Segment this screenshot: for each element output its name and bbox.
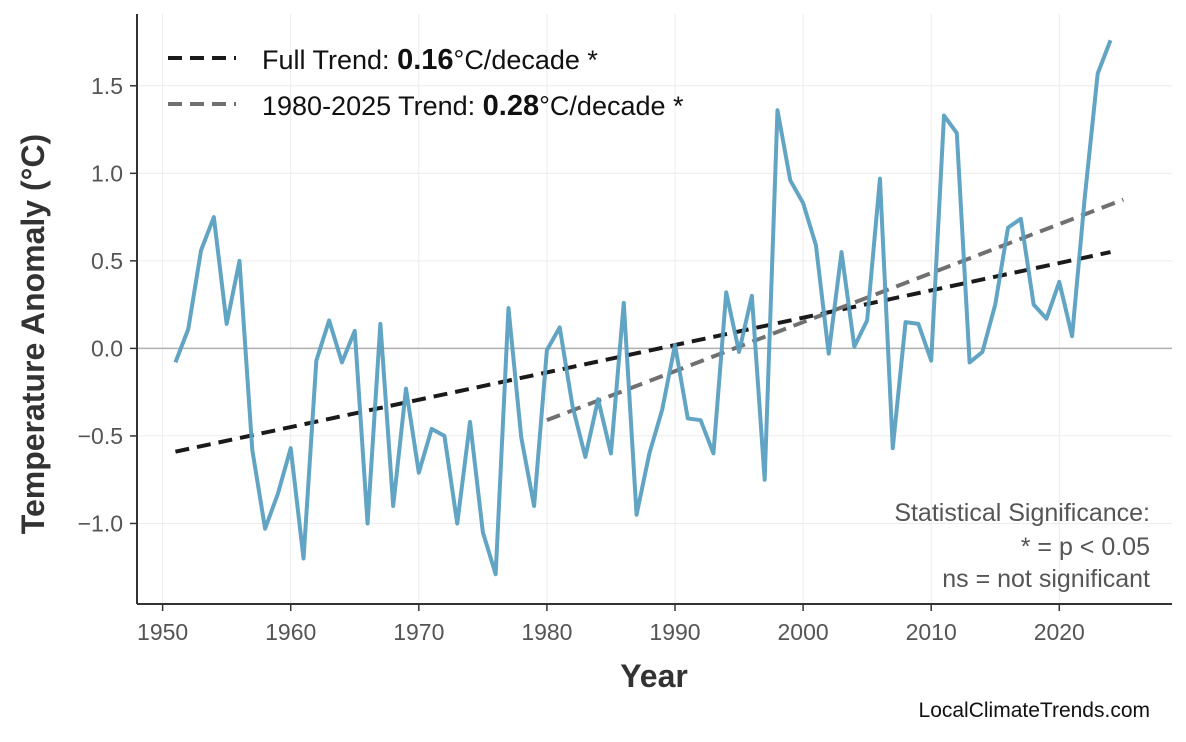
y-tick-label: −0.5 (78, 423, 123, 449)
x-tick-label: 2000 (778, 619, 829, 645)
x-tick-label: 1960 (265, 619, 316, 645)
significance-ns: ns = not significant (942, 565, 1150, 593)
legend-label: 1980-2025 Trend: 0.28°C/decade * (262, 90, 684, 122)
significance-title: Statistical Significance: (894, 499, 1150, 527)
x-tick-label: 1950 (137, 619, 188, 645)
y-tick-label: −1.0 (78, 510, 123, 536)
legend-label: Full Trend: 0.16°C/decade * (262, 44, 598, 76)
y-axis-label: Temperature Anomaly (°C) (15, 134, 51, 534)
ticks: 1950 1960 1970 1980 1990 2000 2010 2020 −1.0 −0.5… (78, 73, 1085, 645)
y-tick-label: 1.5 (91, 73, 123, 99)
x-tick-label: 1990 (649, 619, 700, 645)
watermark: LocalClimateTrends.com (919, 699, 1150, 722)
x-tick-label: 1970 (393, 619, 444, 645)
significance-note: Statistical Significance: * = p < 0.05 n… (894, 499, 1150, 593)
x-tick-label: 1980 (521, 619, 572, 645)
y-tick-label: 0.5 (91, 248, 123, 274)
y-tick-label: 1.0 (91, 160, 123, 186)
x-tick-label: 2020 (1034, 619, 1085, 645)
x-tick-label: 2010 (906, 619, 957, 645)
significance-star: * = p < 0.05 (1021, 533, 1150, 561)
x-axis-label: Year (620, 658, 688, 694)
legend: Full Trend: 0.16°C/decade * 1980-2025 Tre… (168, 44, 684, 122)
y-tick-label: 0.0 (91, 335, 123, 361)
trend-lines (175, 200, 1123, 452)
